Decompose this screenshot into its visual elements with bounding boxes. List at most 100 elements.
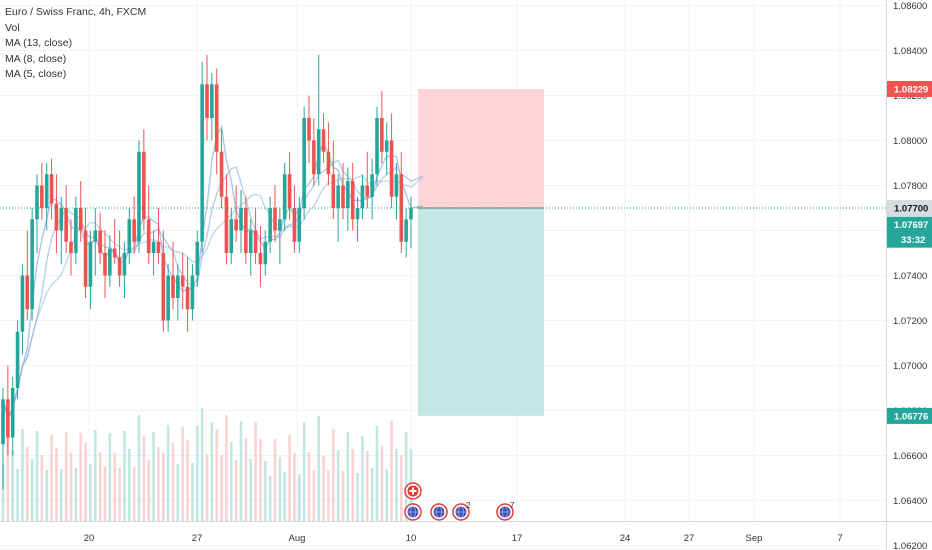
candle-body[interactable]: [137, 151, 141, 242]
candle-body[interactable]: [122, 253, 127, 276]
candle-body[interactable]: [307, 118, 311, 141]
candle-body[interactable]: [278, 219, 282, 231]
candle-body[interactable]: [35, 185, 39, 220]
candle-body[interactable]: [282, 174, 287, 220]
candle-body[interactable]: [112, 248, 117, 258]
candle-body[interactable]: [176, 275, 180, 299]
candle-body[interactable]: [380, 118, 384, 152]
candle-body[interactable]: [161, 253, 166, 321]
candle-body[interactable]: [316, 129, 321, 175]
candle-body[interactable]: [375, 118, 379, 175]
candle-body[interactable]: [399, 174, 404, 242]
candle-body[interactable]: [59, 208, 64, 231]
candle-body[interactable]: [253, 230, 258, 254]
candle-body[interactable]: [355, 208, 360, 220]
candle-body[interactable]: [44, 174, 49, 208]
candle-body[interactable]: [214, 84, 219, 152]
ma-5-line[interactable]: [2, 124, 424, 421]
candle-body[interactable]: [287, 174, 292, 208]
candle-body[interactable]: [394, 174, 399, 197]
candle-body[interactable]: [404, 219, 408, 242]
candle-body[interactable]: [180, 275, 185, 287]
candle-body[interactable]: [142, 151, 146, 220]
volume-bar: [137, 415, 141, 521]
candle-body[interactable]: [234, 219, 238, 231]
candle-body[interactable]: [15, 331, 20, 388]
candle-body[interactable]: [210, 84, 214, 118]
legend-volume[interactable]: Vol: [5, 21, 20, 34]
candle-body[interactable]: [302, 118, 306, 208]
candle-body[interactable]: [25, 275, 30, 310]
candle-body[interactable]: [10, 388, 15, 438]
candle-body[interactable]: [171, 275, 175, 299]
candle-body[interactable]: [146, 219, 151, 253]
candle-body[interactable]: [78, 208, 83, 231]
price-tick-label: 1.06600: [893, 451, 927, 462]
legend-ma13[interactable]: MA (13, close): [5, 37, 73, 49]
stop-loss-zone[interactable]: [418, 88, 544, 208]
candle-body[interactable]: [69, 241, 73, 253]
candle-body[interactable]: [151, 241, 156, 253]
candle-body[interactable]: [74, 208, 78, 253]
candle-body[interactable]: [166, 275, 170, 321]
candle-body[interactable]: [98, 230, 102, 254]
candle-body[interactable]: [350, 181, 355, 220]
candle-body[interactable]: [20, 275, 25, 332]
take-profit-zone[interactable]: [418, 208, 544, 416]
candle-body[interactable]: [336, 185, 340, 209]
candle-body[interactable]: [185, 286, 190, 310]
candle-body[interactable]: [83, 230, 88, 287]
legend-ma8[interactable]: MA (8, close): [5, 52, 67, 65]
candle-body[interactable]: [40, 185, 44, 209]
legend-symbol[interactable]: Euro / Swiss Franc, 4h, FXCM: [5, 6, 147, 18]
candle-body[interactable]: [312, 140, 316, 175]
ma-8-line[interactable]: [2, 159, 424, 421]
candle-body[interactable]: [239, 208, 243, 231]
candle-body[interactable]: [297, 208, 302, 242]
legend-ma5[interactable]: MA (5, close): [5, 68, 67, 80]
candle-body[interactable]: [263, 241, 268, 265]
candle-body[interactable]: [292, 208, 297, 242]
candle-body[interactable]: [30, 219, 34, 310]
candle-body[interactable]: [219, 151, 224, 197]
candle-body[interactable]: [268, 208, 272, 242]
candle-body[interactable]: [64, 208, 68, 242]
candle-body[interactable]: [244, 208, 248, 253]
candle-body[interactable]: [389, 140, 394, 197]
candle-body[interactable]: [346, 181, 350, 208]
candle-body[interactable]: [409, 208, 413, 220]
volume-bar: [341, 471, 345, 521]
candle-body[interactable]: [331, 174, 336, 208]
candle-body[interactable]: [321, 129, 326, 152]
candle-body[interactable]: [117, 257, 122, 276]
candle-body[interactable]: [360, 185, 365, 209]
candle-body[interactable]: [365, 185, 370, 197]
candle-body[interactable]: [54, 203, 59, 231]
candle-body[interactable]: [384, 140, 389, 152]
candle-body[interactable]: [93, 230, 98, 242]
candle-body[interactable]: [341, 185, 345, 209]
candle-body[interactable]: [132, 219, 136, 242]
candle-body[interactable]: [258, 253, 263, 265]
candle-body[interactable]: [6, 399, 10, 438]
candle-body[interactable]: [273, 208, 277, 231]
candle-body[interactable]: [229, 219, 234, 253]
time-tick-label: 7: [837, 533, 842, 544]
candle-body[interactable]: [248, 230, 253, 254]
candle-body[interactable]: [205, 84, 209, 118]
candle-body[interactable]: [326, 151, 331, 175]
candle-body[interactable]: [1, 399, 5, 445]
candle-body[interactable]: [88, 241, 93, 287]
candle-body[interactable]: [195, 241, 200, 276]
candle-body[interactable]: [224, 196, 229, 253]
candle-body[interactable]: [127, 219, 132, 253]
candle-body[interactable]: [190, 275, 195, 310]
candle-body[interactable]: [49, 174, 54, 204]
candle-body[interactable]: [108, 248, 112, 276]
candle-body[interactable]: [103, 253, 107, 276]
candle-body[interactable]: [200, 84, 204, 242]
candle-body[interactable]: [370, 174, 374, 197]
candle-body[interactable]: [156, 241, 161, 253]
